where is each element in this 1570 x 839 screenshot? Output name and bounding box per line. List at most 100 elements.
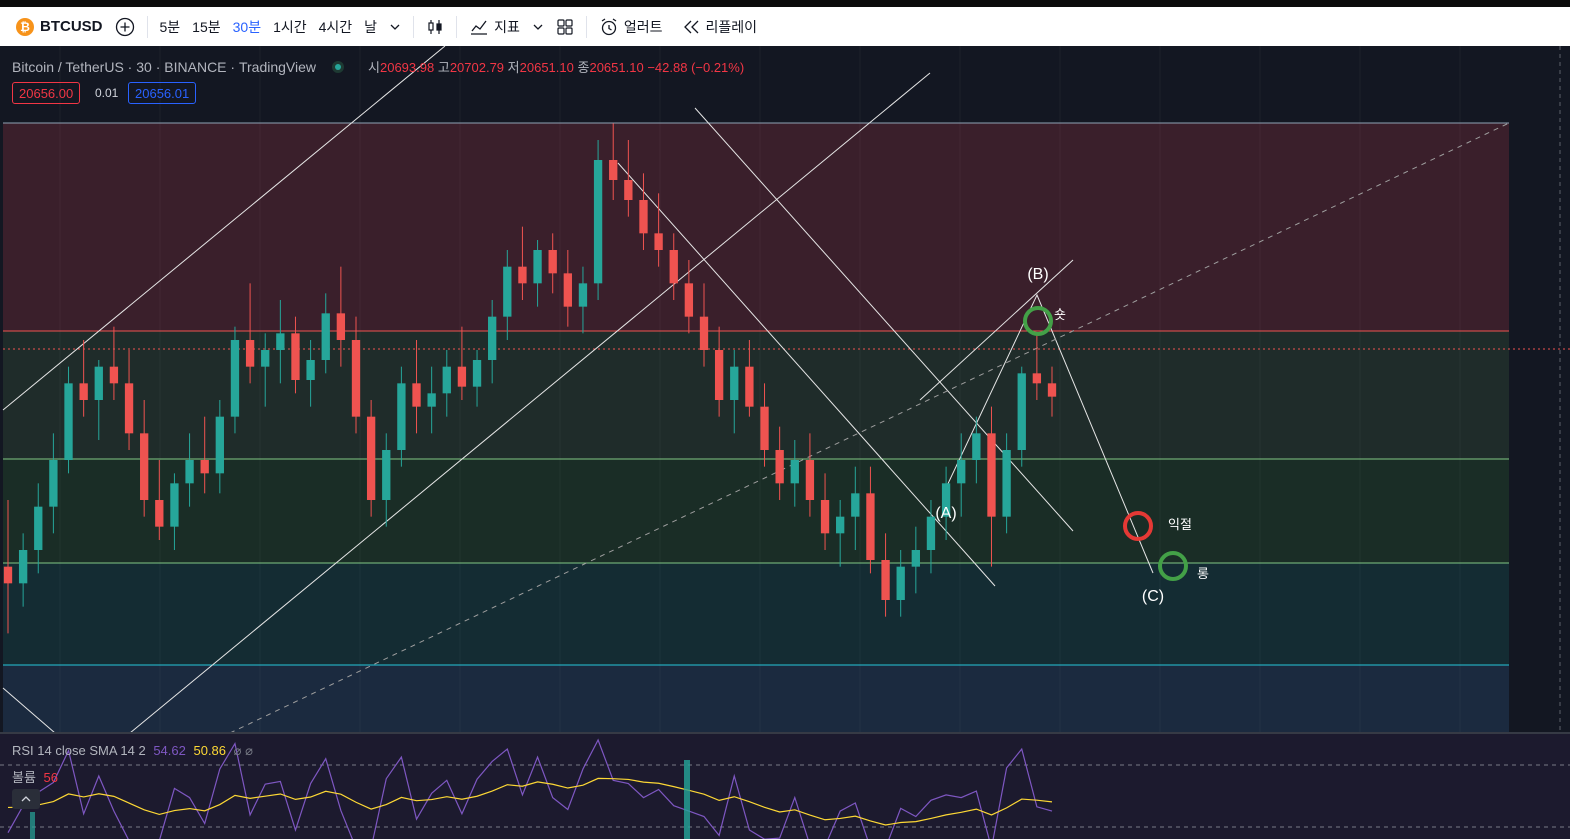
sell-price-button[interactable]: 20656.00	[12, 82, 81, 104]
legend-separator: ·	[226, 58, 239, 75]
candle-body	[820, 500, 830, 534]
chevron-down-icon	[390, 24, 400, 30]
candle-body	[64, 383, 73, 460]
low-label: 저	[507, 60, 520, 75]
toolbar-divider	[413, 15, 415, 38]
candle-body	[866, 493, 875, 560]
candle-body	[760, 406, 769, 450]
volume-name: 볼륨	[12, 770, 36, 785]
candle-body	[624, 180, 633, 200]
grid-icon	[557, 18, 573, 35]
candle-body	[987, 433, 996, 517]
trendlines[interactable]	[2, 46, 1154, 734]
volume-legend[interactable]: 볼륨 56	[12, 767, 58, 786]
candle-body	[941, 483, 951, 517]
candle-body	[578, 283, 588, 307]
candle-body	[714, 350, 724, 400]
replay-button[interactable]: 리플레이	[676, 13, 763, 41]
chart-grid	[59, 46, 1461, 733]
rewind-icon	[684, 20, 699, 33]
rsi-pane[interactable]	[0, 733, 1570, 839]
timeframe-5m[interactable]: 5분	[159, 18, 181, 35]
buy-price-button[interactable]: 20656.01	[128, 82, 197, 104]
candle-body	[215, 416, 224, 474]
candle-body	[699, 316, 709, 350]
neutral-zone-lower	[3, 459, 1509, 563]
candle-body	[427, 393, 436, 407]
indicators-label: 지표	[494, 18, 520, 35]
chart-type-button[interactable]	[420, 13, 450, 41]
candle-body	[790, 460, 799, 484]
candle-body	[321, 313, 330, 360]
timeframe-dropdown[interactable]	[383, 13, 407, 41]
empty-set-icon: ⌀ ⌀	[233, 743, 253, 758]
candle-body	[170, 483, 179, 527]
wave-b-label: (B)	[1027, 266, 1048, 283]
candle-body	[397, 383, 406, 450]
window-top-bar	[0, 0, 1570, 7]
downtrend-upper-line[interactable]	[617, 162, 996, 587]
plus-circle-icon	[115, 17, 134, 36]
compare-add-button[interactable]	[109, 13, 141, 41]
open-label: 시	[368, 60, 380, 75]
long-entry-marker[interactable]	[1158, 551, 1188, 581]
indicators-dropdown[interactable]	[526, 13, 550, 41]
candle-body	[609, 160, 618, 180]
market-status-icon[interactable]	[332, 60, 345, 73]
replay-label: 리플레이	[705, 18, 757, 35]
candle-body	[563, 273, 572, 307]
wave-path[interactable]	[944, 293, 1154, 574]
rising-line[interactable]	[919, 259, 1074, 401]
candle-body	[745, 366, 754, 407]
candle-body	[972, 433, 981, 460]
timeframe-1d[interactable]: 날	[364, 18, 378, 35]
candle-body	[109, 366, 119, 384]
timeframe-15m[interactable]: 15분	[192, 18, 221, 35]
indicators-button[interactable]: 지표	[463, 13, 526, 41]
candle-body	[957, 460, 966, 484]
candles-icon	[428, 19, 442, 34]
alert-button[interactable]: 얼러트	[593, 13, 669, 41]
source-name: TradingView	[238, 58, 317, 75]
layouts-button[interactable]	[550, 13, 580, 41]
candle-body	[185, 460, 194, 484]
volume-bar	[684, 760, 690, 839]
candle-body	[200, 460, 209, 474]
toolbar-divider	[585, 15, 587, 38]
close-value: 20651.10	[589, 60, 644, 75]
pair-name: Bitcoin / TetherUS	[12, 58, 124, 75]
dashed-trendline[interactable]	[229, 122, 1510, 734]
candle-body	[140, 433, 149, 500]
candle-body	[366, 416, 376, 500]
neutral-zone-upper	[3, 331, 1509, 459]
candle-body	[306, 360, 315, 380]
change-value: −42.88 (−0.21%)	[647, 60, 745, 75]
price-chart[interactable]: (A) (B) (C) 숏 익절 롱	[0, 46, 1570, 839]
channel-upper-line[interactable]	[2, 46, 446, 411]
rsi-name: RSI 14 close SMA 14 2	[12, 743, 146, 758]
interval-value: 30	[136, 58, 152, 75]
timeframe-30m[interactable]: 30분	[232, 18, 262, 35]
candle-body	[336, 313, 346, 340]
symbol-search-button[interactable]: ₿ BTCUSD	[10, 13, 109, 41]
candle-body	[639, 200, 648, 234]
bitcoin-icon: ₿	[16, 17, 34, 36]
candle-body	[548, 250, 557, 274]
rsi-legend[interactable]: RSI 14 close SMA 14 2 54.62 50.86 ⌀ ⌀	[12, 743, 253, 759]
volume-bar	[30, 812, 35, 839]
channel-corner-line[interactable]	[2, 687, 56, 734]
candle-body	[94, 366, 103, 400]
candle-body	[684, 283, 694, 317]
short-entry-marker[interactable]	[1023, 306, 1053, 336]
collapse-pane-button[interactable]	[12, 789, 40, 809]
high-label: 고	[437, 60, 450, 75]
short-label: 숏	[1054, 308, 1066, 323]
open-value: 20693.98	[379, 60, 435, 75]
take-profit-marker[interactable]	[1123, 511, 1153, 541]
long-label: 롱	[1197, 567, 1209, 582]
timeframe-4h[interactable]: 4시간	[318, 18, 353, 35]
timeframe-1h[interactable]: 1시간	[273, 18, 307, 35]
candle-body	[926, 516, 936, 550]
candle-body	[291, 333, 300, 380]
channel-lower-line[interactable]	[129, 72, 931, 734]
